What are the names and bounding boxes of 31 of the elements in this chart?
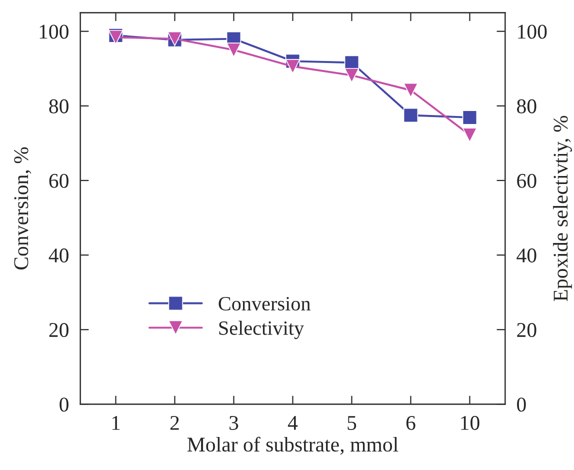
y-tick-label: 80 xyxy=(49,99,68,114)
point xyxy=(285,59,300,74)
y2-tick-label: 0 xyxy=(517,398,526,412)
y2-tick-label: 60 xyxy=(517,174,536,188)
y2-tick-label: 20 xyxy=(517,323,536,338)
y2-tick-label: 100 xyxy=(518,24,547,39)
point xyxy=(344,68,360,83)
point xyxy=(403,108,418,123)
x-tick-label: 10 xyxy=(461,416,480,430)
y-tick-label: 20 xyxy=(49,323,68,338)
x-tick-label: 4 xyxy=(288,416,298,430)
y-tick-label: 0 xyxy=(60,398,68,412)
x-tick-label: 6 xyxy=(406,416,416,430)
legend-label: Selectivity xyxy=(219,320,304,340)
point xyxy=(462,110,478,125)
y2-axis-title: Epoxide selectivtiy, % xyxy=(553,116,572,302)
y2-tick-label: 40 xyxy=(516,248,536,262)
point xyxy=(226,42,242,58)
point xyxy=(462,128,478,142)
x-tick-label: 3 xyxy=(230,416,238,430)
y-tick-label: 60 xyxy=(49,174,68,188)
x-tick-label: 5 xyxy=(348,416,356,430)
x-tick-label: 2 xyxy=(170,416,179,430)
y-axis-title: Conversion, % xyxy=(14,147,32,270)
x-tick-label: 1 xyxy=(112,416,120,430)
x-axis-title: Molar of substrate, mmol xyxy=(187,436,398,455)
y2-tick-label: 80 xyxy=(517,99,536,114)
legend-label: Conversion xyxy=(218,296,310,311)
point xyxy=(403,82,418,98)
y-tick-label: 40 xyxy=(48,248,68,262)
y-tick-label: 100 xyxy=(40,24,68,39)
